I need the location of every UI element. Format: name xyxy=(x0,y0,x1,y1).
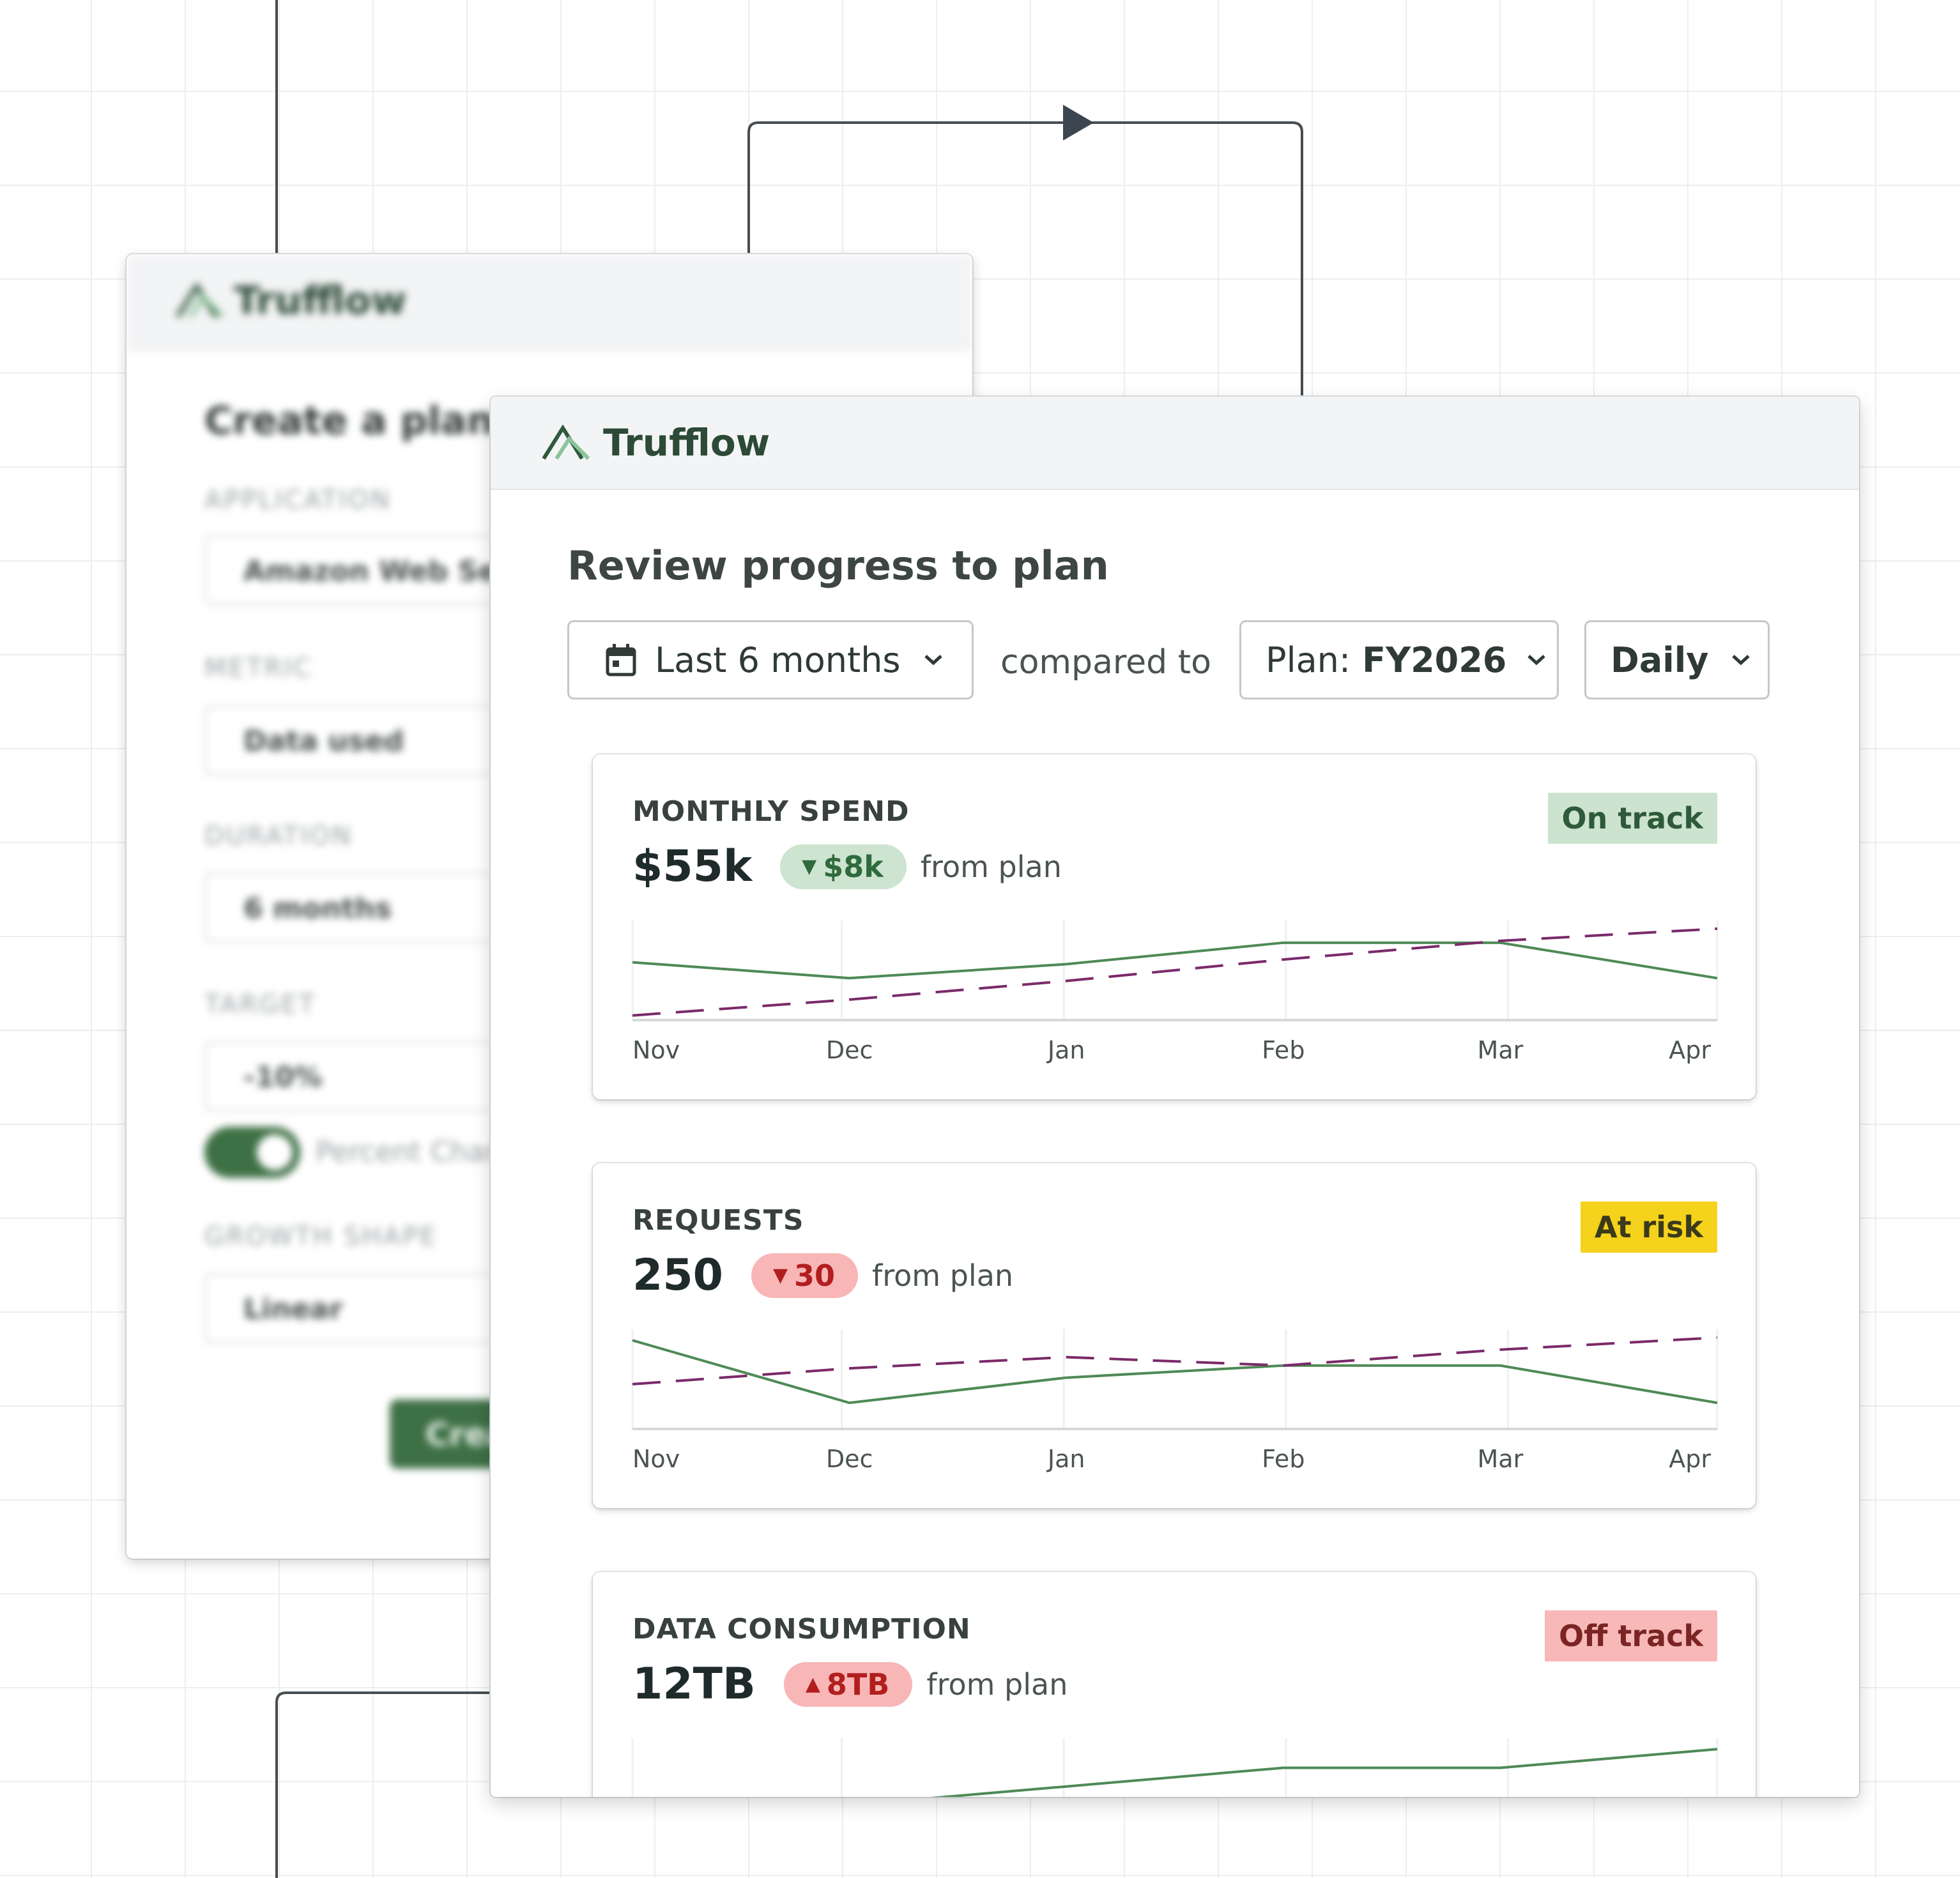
card-title: DATA CONSUMPTION xyxy=(632,1613,971,1645)
trufflow-logo-icon xyxy=(176,284,224,318)
status-badge: At risk xyxy=(1580,1202,1717,1253)
delta-value: 30 xyxy=(794,1258,836,1293)
application-label: APPLICATION xyxy=(204,485,392,515)
plan-series-line xyxy=(632,927,1718,1017)
triangle-up-icon: ▲ xyxy=(805,1673,820,1695)
plan-select[interactable]: Plan: FY2026 xyxy=(1239,620,1559,699)
x-tick-label: Jan xyxy=(1046,1036,1085,1064)
chevron-down-icon xyxy=(924,655,942,666)
metric-value: $55k xyxy=(632,841,753,892)
plan-series-line xyxy=(632,1336,1718,1386)
plan-prefix: Plan: xyxy=(1266,639,1351,680)
metric-label: METRIC xyxy=(204,653,313,683)
data-consumption-chart: Nov Dec Jan Feb Mar Apr xyxy=(631,1738,1719,1797)
duration-label: DURATION xyxy=(204,821,353,851)
delta-badge: ▼ 30 xyxy=(751,1253,859,1298)
metric-value: 250 xyxy=(632,1250,723,1301)
brand-name: Trufflow xyxy=(603,421,770,464)
from-plan-label: from plan xyxy=(872,1258,1014,1293)
x-tick-label: Dec xyxy=(826,1036,873,1064)
granularity-value: Daily xyxy=(1611,639,1709,680)
compared-to-label: compared to xyxy=(1000,643,1211,682)
metric-card-data-consumption[interactable]: DATA CONSUMPTION Off track 12TB ▲ 8TB fr… xyxy=(593,1572,1756,1797)
calendar-icon xyxy=(606,644,636,676)
actual-series-line xyxy=(632,1339,1718,1405)
delta-badge: ▲ 8TB xyxy=(783,1661,913,1707)
arrow-head-icon xyxy=(1063,105,1094,141)
page-title: Review progress to plan xyxy=(567,542,1109,589)
actual-series-line xyxy=(930,1748,1718,1797)
chevron-down-icon xyxy=(1732,655,1750,666)
from-plan-label: from plan xyxy=(920,849,1062,884)
x-tick-label: Feb xyxy=(1262,1445,1305,1473)
x-tick-label: Nov xyxy=(632,1036,680,1064)
trufflow-logo-icon xyxy=(542,425,590,461)
x-tick-label: Apr xyxy=(1669,1036,1711,1064)
x-tick-label: Apr xyxy=(1669,1445,1711,1473)
delta-value: $8k xyxy=(823,849,884,884)
status-badge: On track xyxy=(1547,793,1717,844)
connector-bottom xyxy=(275,1691,491,1878)
triangle-down-icon: ▼ xyxy=(772,1264,788,1286)
plan-value: FY2026 xyxy=(1362,639,1507,680)
x-tick-label: Feb xyxy=(1262,1036,1305,1064)
from-plan-label: from plan xyxy=(926,1667,1068,1702)
requests-chart: Nov Dec Jan Feb Mar Apr xyxy=(631,1329,1719,1473)
card-title: REQUESTS xyxy=(632,1204,804,1237)
target-label: TARGET xyxy=(204,990,317,1019)
delta-badge: ▼ $8k xyxy=(780,844,907,889)
connector-loop xyxy=(747,121,1303,397)
metric-card-monthly-spend[interactable]: MONTHLY SPEND On track $55k ▼ $8k from p… xyxy=(593,754,1756,1099)
chevron-down-icon xyxy=(1527,655,1546,666)
percent-change-toggle[interactable] xyxy=(204,1127,300,1178)
triangle-down-icon: ▼ xyxy=(802,855,817,878)
date-range-value: Last 6 months xyxy=(655,639,901,680)
x-tick-label: Jan xyxy=(1046,1445,1085,1473)
actual-series-line xyxy=(632,941,1718,980)
back-window-header: Trufflow xyxy=(126,254,972,350)
x-tick-label: Mar xyxy=(1478,1036,1524,1064)
metric-value: 12TB xyxy=(632,1659,756,1709)
card-title: MONTHLY SPEND xyxy=(632,795,910,828)
metric-card-requests[interactable]: REQUESTS At risk 250 ▼ 30 from plan Nov D… xyxy=(593,1163,1756,1508)
growth-shape-label: GROWTH SHAPE xyxy=(204,1222,438,1251)
delta-value: 8TB xyxy=(826,1667,890,1702)
front-window-header: Trufflow xyxy=(491,397,1859,490)
date-range-select[interactable]: Last 6 months xyxy=(567,620,974,699)
x-tick-label: Nov xyxy=(632,1445,680,1473)
x-tick-label: Mar xyxy=(1478,1445,1524,1473)
back-window-title: Create a plan xyxy=(204,399,494,443)
status-badge: Off track xyxy=(1545,1610,1717,1661)
x-tick-label: Dec xyxy=(826,1445,873,1473)
granularity-select[interactable]: Daily xyxy=(1584,620,1770,699)
back-brand-name: Trufflow xyxy=(234,279,407,323)
review-progress-window: Trufflow Review progress to plan Last 6 … xyxy=(491,397,1859,1797)
monthly-spend-chart: Nov Dec Jan Feb Mar Apr xyxy=(631,920,1719,1064)
